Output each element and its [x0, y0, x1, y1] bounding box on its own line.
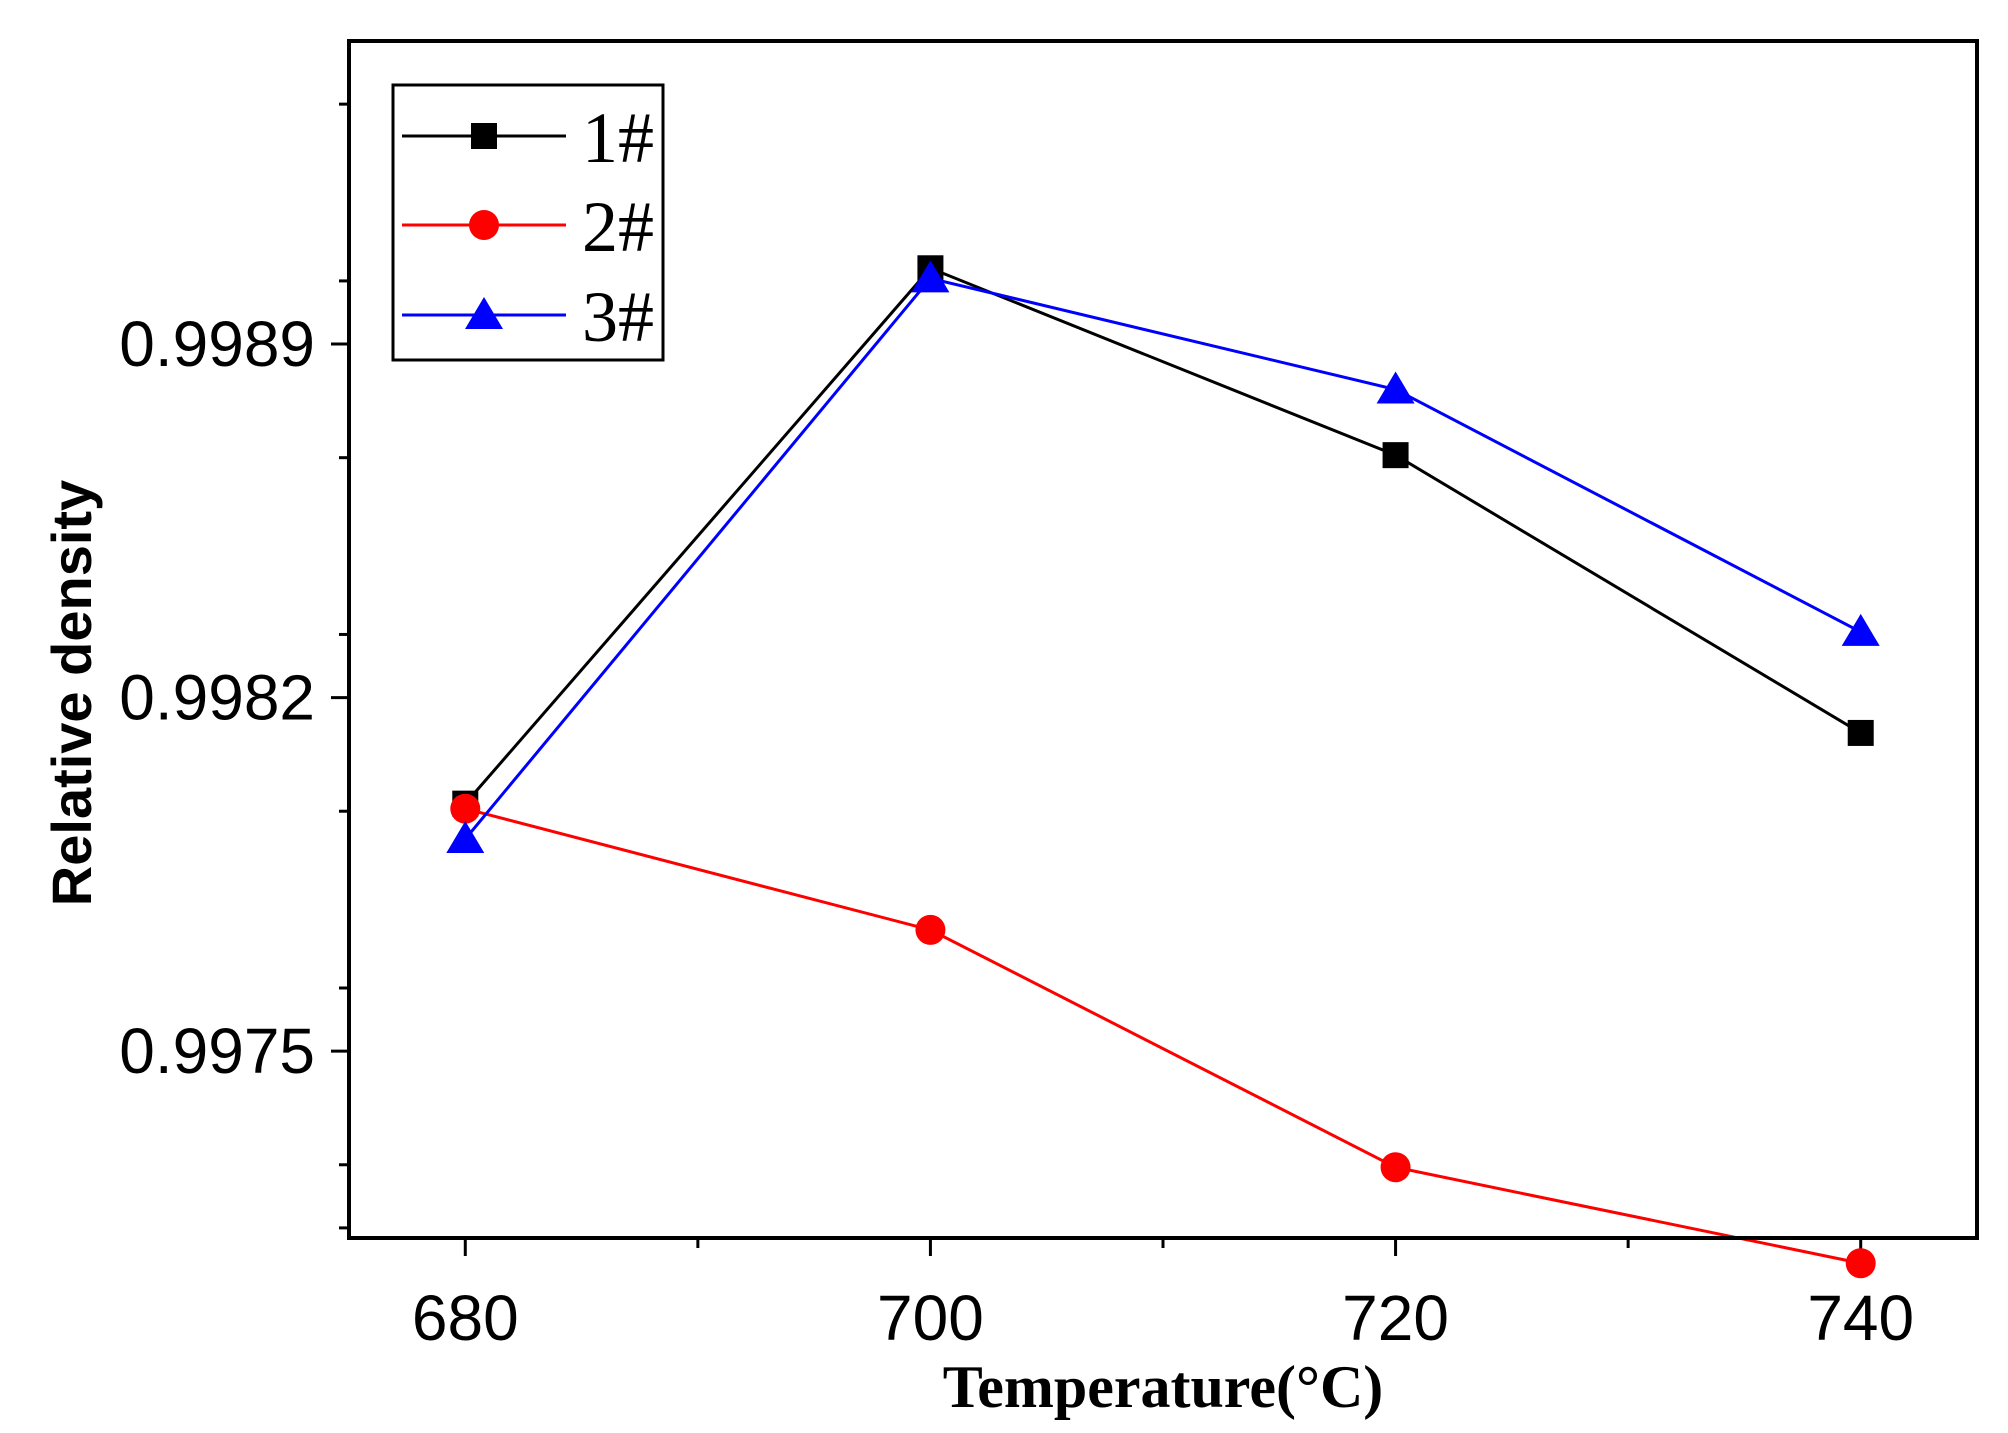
legend-marker: [471, 123, 497, 149]
legend-item-2: 2#: [402, 187, 654, 267]
series-line: [464, 276, 1862, 840]
series-line: [464, 266, 1862, 805]
x-tick-label: 680: [412, 1282, 519, 1354]
data-point: [1382, 442, 1409, 469]
legend-item-1: 1#: [402, 98, 654, 178]
legend-item-3: 3#: [402, 277, 654, 357]
data-point: [1380, 1152, 1411, 1183]
legend-label: 1#: [582, 98, 654, 178]
legend-label: 3#: [582, 277, 654, 357]
data-point: [911, 260, 950, 293]
data-point: [446, 821, 485, 853]
series-2: [450, 793, 1876, 1279]
axes: 680 700 720 740 0.9975 0.9982 0.9989: [119, 102, 1914, 1354]
y-tick-label: 0.9975: [119, 1015, 315, 1087]
data-point: [1376, 371, 1415, 404]
series-line: [464, 807, 1862, 1265]
x-tick-label: 720: [1342, 1282, 1449, 1354]
y-tick-label: 0.9982: [119, 662, 315, 734]
data-point: [1847, 719, 1874, 746]
data-point: [450, 793, 481, 824]
legend-marker: [469, 210, 499, 240]
x-axis-title: Temperature(°C): [943, 1354, 1384, 1420]
x-tick-label: 700: [877, 1282, 984, 1354]
plot-frame: [347, 39, 1979, 1240]
data-point: [915, 914, 946, 945]
legend: 1# 2# 3#: [391, 83, 665, 362]
series-3: [446, 260, 1880, 853]
y-tick-label: 0.9989: [119, 308, 315, 380]
legend-marker: [465, 297, 503, 329]
data-point: [1845, 1248, 1876, 1279]
legend-label: 2#: [582, 187, 654, 267]
x-tick-label: 740: [1807, 1282, 1914, 1354]
y-axis-title: Relative density: [40, 480, 103, 906]
plot-series: [446, 255, 1880, 1279]
data-point: [1841, 613, 1880, 646]
series-1: [452, 255, 1874, 817]
